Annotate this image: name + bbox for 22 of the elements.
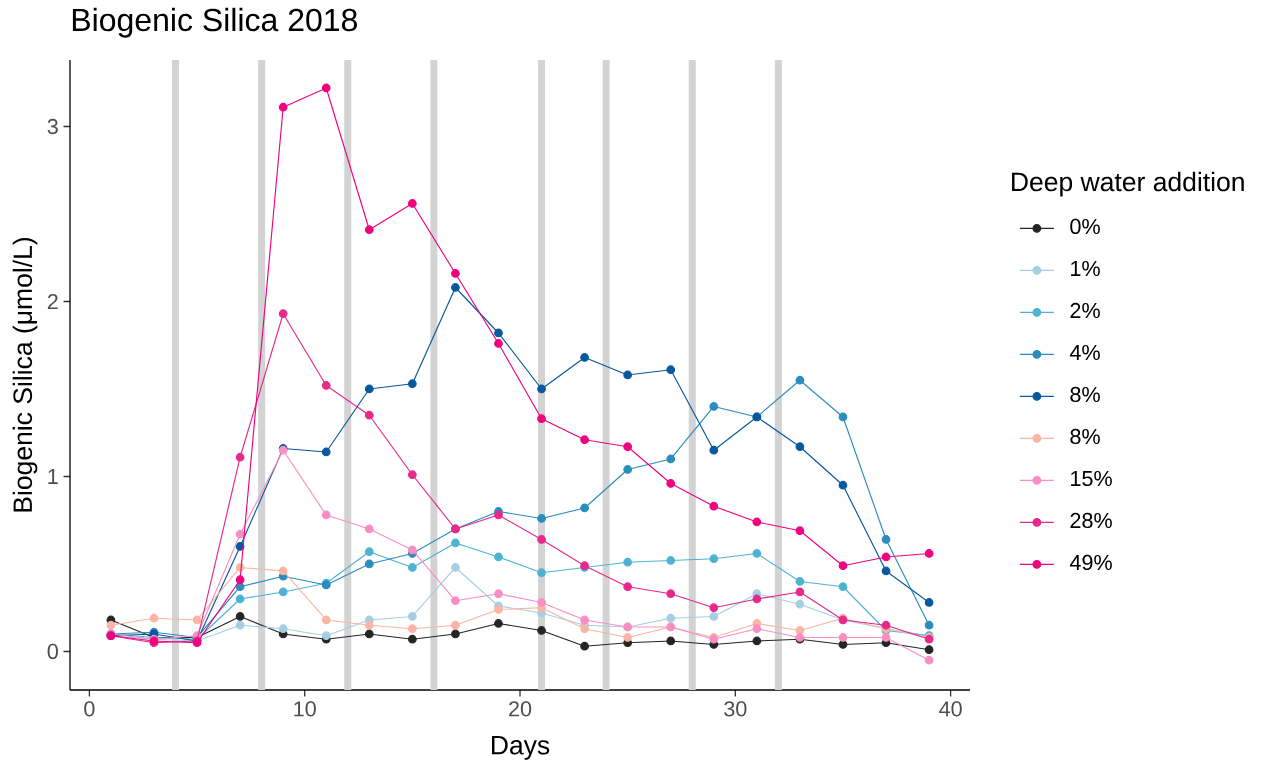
y-tick-label: 3 [47,118,58,135]
y-tick-label: 0 [47,643,58,660]
legend-label: 4% [1069,344,1100,361]
x-tick-label: 40 [939,701,962,717]
y-tick-label: 2 [47,293,58,310]
legend-label: 8% [1070,386,1100,403]
y-axis-title: Biogenic Silica (μmol/L) [12,238,38,512]
legend-label: 0% [1070,218,1100,235]
y-tick-label: 1 [48,469,58,484]
x-tick-label: 30 [724,701,747,717]
x-axis-title: Days [492,736,550,760]
legend-label: 28% [1070,512,1112,529]
legend-label: 8% [1070,428,1100,445]
x-tick-label: 20 [509,701,532,717]
x-tick-label: 10 [294,701,316,717]
legend-title: Deep water addition [1012,171,1244,197]
legend-label: 1% [1071,260,1100,277]
legend-label: 2% [1070,302,1100,319]
x-tick-label: 0 [84,701,95,717]
chart-title: Biogenic Silica 2018 [72,7,357,38]
legend-label: 15% [1071,470,1112,487]
legend-label: 49% [1069,554,1112,571]
